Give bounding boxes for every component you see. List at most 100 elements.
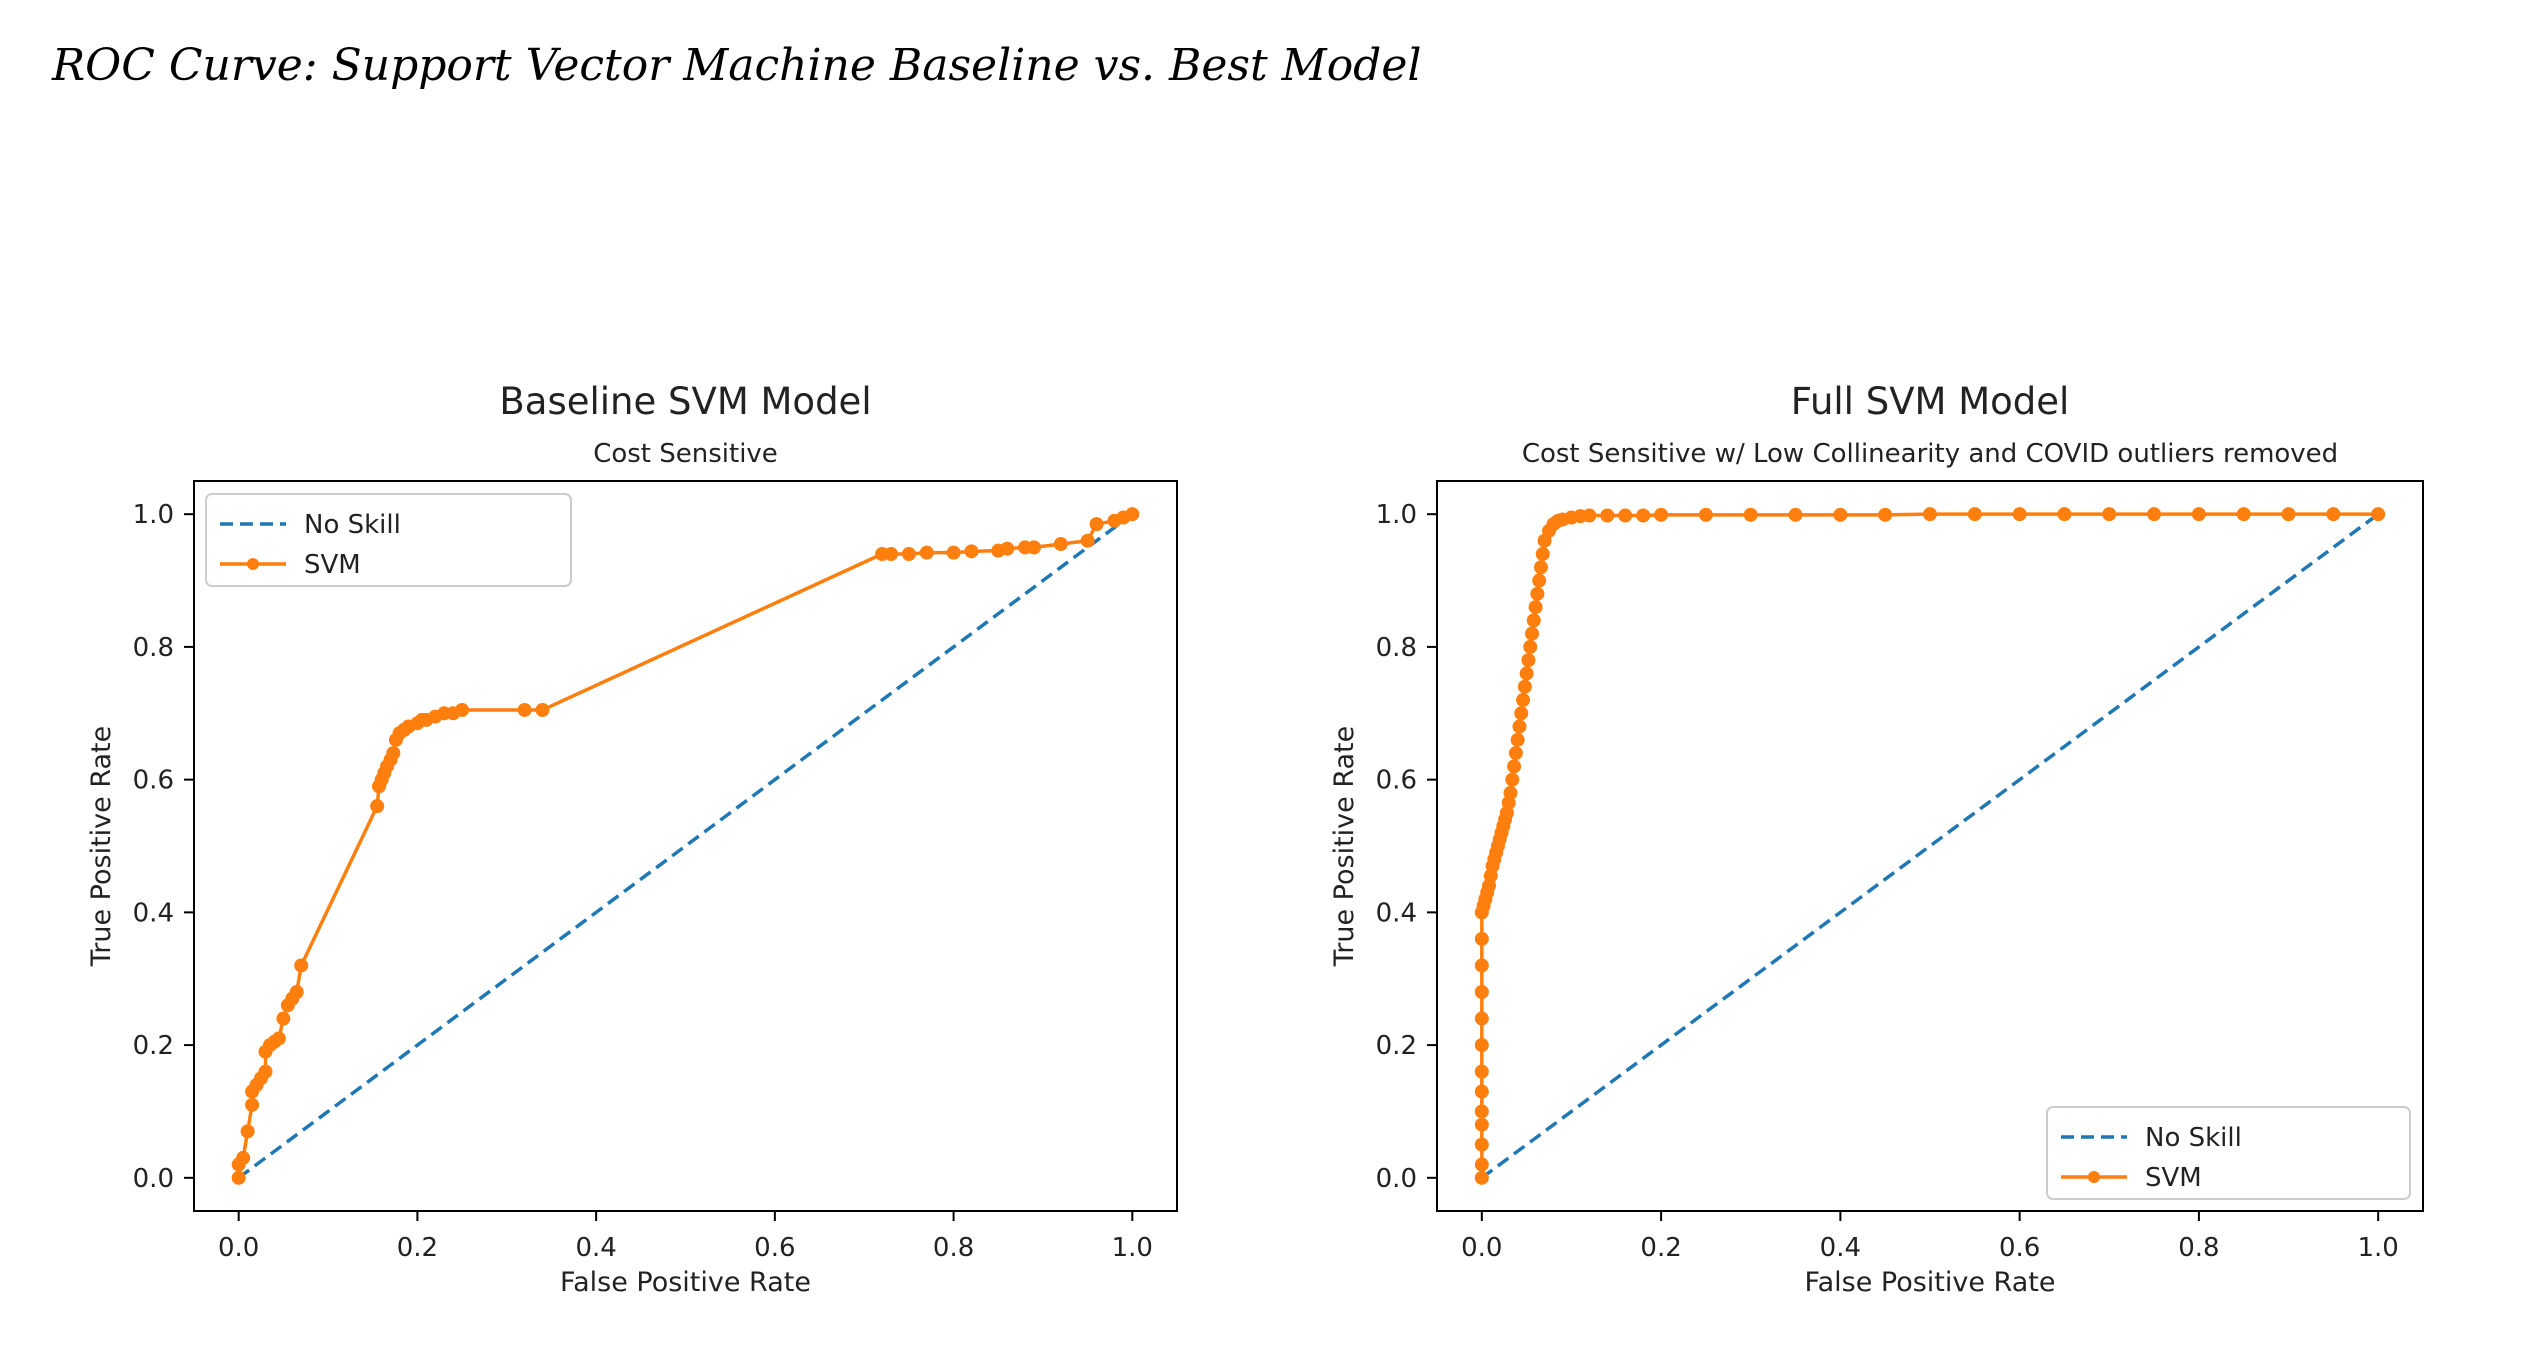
svm-point	[901, 547, 916, 561]
chart-title: Full SVM Model	[1791, 380, 2070, 423]
legend-box	[2046, 1106, 2411, 1200]
svm-point	[276, 1011, 291, 1026]
svm-point	[1508, 746, 1523, 761]
svm-point	[1533, 560, 1548, 575]
y-tick-label: 0.0	[133, 1164, 174, 1194]
legend-svm-label: SVM	[304, 550, 361, 580]
svm-point	[240, 1124, 255, 1139]
legend-svm-label: SVM	[2145, 1163, 2202, 1193]
svm-point	[236, 1150, 251, 1165]
svm-point	[1474, 1137, 1489, 1152]
svm-point	[294, 958, 309, 973]
svm-point	[1474, 985, 1489, 999]
svm-point	[1474, 1117, 1489, 1132]
x-axis-label: False Positive Rate	[560, 1267, 811, 1298]
x-tick-label: 0.2	[1640, 1233, 1681, 1263]
svm-point	[1503, 785, 1518, 800]
svm-point	[1967, 507, 1982, 522]
baseline-svm-chart: Baseline SVM Model Cost Sensitive 0.0 0.2 0.…	[86, 380, 1178, 1298]
chart-subtitle: Cost Sensitive w/ Low Collinearity and C…	[1522, 439, 2338, 469]
svm-point	[1521, 653, 1536, 668]
svm-point	[535, 702, 550, 717]
legend-box	[205, 493, 572, 587]
legend-svm-marker	[2088, 1171, 2100, 1183]
svm-point	[2371, 507, 2386, 522]
x-tick-label: 0.2	[397, 1233, 438, 1263]
svm-point	[1474, 1170, 1489, 1185]
svm-point	[2191, 507, 2206, 522]
svm-point	[231, 1170, 246, 1185]
svm-point	[1474, 1011, 1489, 1026]
svm-point	[1474, 1157, 1489, 1172]
x-tick-label: 1.0	[2358, 1233, 2399, 1263]
svm-point	[1125, 507, 1140, 522]
svm-point	[1027, 540, 1042, 555]
svm-point	[1510, 732, 1525, 747]
svm-point	[2102, 507, 2117, 522]
x-tick-label: 0.6	[1999, 1233, 2040, 1263]
svm-point	[2012, 507, 2027, 522]
y-tick-label: 0.2	[1376, 1031, 1417, 1061]
y-tick-label: 0.8	[1376, 633, 1417, 663]
svm-point	[1523, 639, 1538, 654]
svm-point	[517, 702, 532, 717]
x-tick-label: 0.6	[754, 1233, 795, 1263]
svm-point	[1833, 507, 1848, 522]
x-tick-label: 0.4	[1820, 1233, 1861, 1263]
svm-point	[1514, 706, 1529, 721]
svm-point	[1526, 613, 1541, 628]
y-tick-label: 0.4	[1376, 898, 1417, 928]
chart-subtitle: Cost Sensitive	[593, 439, 778, 469]
svm-point	[245, 1097, 260, 1112]
svm-point	[455, 702, 470, 717]
svm-point	[1530, 586, 1545, 601]
svm-point	[919, 545, 934, 560]
y-axis-label: True Positive Rate	[86, 726, 117, 968]
svm-point	[964, 544, 979, 559]
y-tick-label: 1.0	[133, 500, 174, 530]
legend-no-skill-label: No Skill	[304, 510, 401, 540]
y-tick-label: 0.2	[133, 1031, 174, 1061]
svm-point	[1600, 508, 1615, 523]
svm-point	[1535, 547, 1550, 561]
svm-point	[386, 746, 401, 761]
svm-point	[1519, 666, 1534, 681]
svm-point	[1528, 600, 1543, 615]
x-tick-label: 0.4	[575, 1233, 616, 1263]
svm-point	[1474, 958, 1489, 973]
plot-frame	[1436, 480, 2424, 1212]
x-axis-label: False Positive Rate	[1805, 1267, 2056, 1298]
svm-point	[1474, 1064, 1489, 1079]
y-tick-label: 0.0	[1376, 1164, 1417, 1194]
svm-point	[884, 547, 899, 561]
x-tick-label: 1.0	[1112, 1233, 1153, 1263]
x-tick-label: 0.0	[1461, 1233, 1502, 1263]
x-tick-label: 0.8	[2178, 1233, 2219, 1263]
svm-point	[289, 985, 304, 999]
svm-point	[1582, 508, 1597, 523]
svm-point	[1474, 1104, 1489, 1119]
svm-point	[1532, 573, 1547, 588]
svm-point	[1654, 507, 1669, 522]
no-skill-line	[1480, 512, 2380, 1180]
svm-point	[946, 545, 961, 560]
x-tick-label: 0.8	[933, 1233, 974, 1263]
svm-point	[1474, 931, 1489, 946]
svm-point	[1512, 719, 1527, 734]
svm-point	[1636, 508, 1651, 523]
svm-point	[1516, 693, 1531, 707]
y-tick-label: 0.6	[133, 766, 174, 796]
svm-point	[1053, 537, 1068, 552]
svm-point	[1743, 507, 1758, 522]
svm-point	[271, 1031, 286, 1046]
y-tick-label: 0.6	[1376, 766, 1417, 796]
svm-point	[1788, 507, 1803, 522]
svm-point	[1080, 533, 1095, 548]
svm-point	[2326, 507, 2341, 522]
no-skill-line	[237, 512, 1134, 1180]
full-svm-chart: Full SVM Model Cost Sensitive w/ Low Coll…	[1329, 380, 2424, 1298]
svm-point	[1517, 679, 1532, 694]
svm-point	[2057, 507, 2072, 522]
svm-point	[1698, 507, 1713, 522]
svm-point	[2281, 507, 2296, 522]
